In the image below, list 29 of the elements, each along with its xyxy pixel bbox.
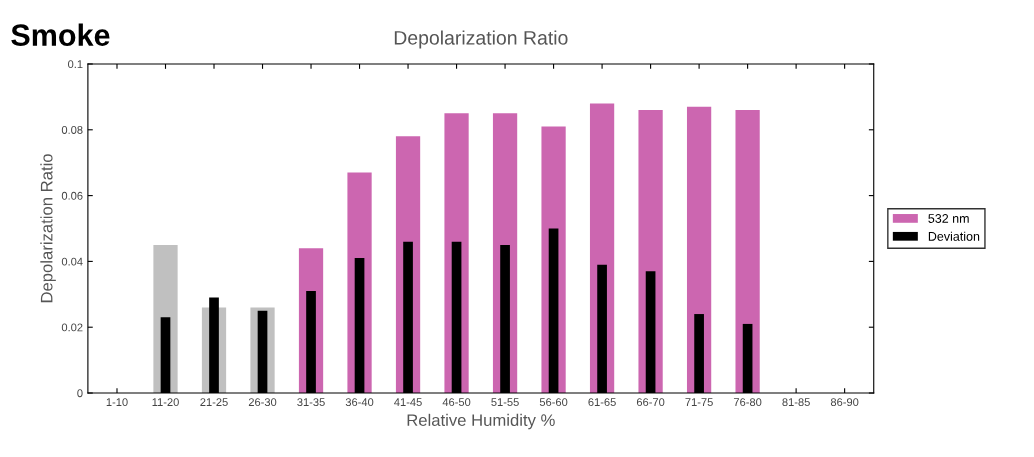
x-tick-label: 31-35 xyxy=(297,398,325,407)
x-tick-label: 11-20 xyxy=(152,398,179,407)
x-tick-label: 81-85 xyxy=(782,398,810,407)
bar xyxy=(735,110,760,394)
x-tick-label: 1-10 xyxy=(106,398,128,407)
x-tick-label: 36-40 xyxy=(345,398,374,407)
x-tick-label: 41-45 xyxy=(394,398,422,407)
y-tick-label: 0.04 xyxy=(61,257,83,266)
y-axis-title: Depolarization Ratio xyxy=(40,154,56,303)
x-tick-label: 71-75 xyxy=(685,398,713,407)
y-tick-label: 0.06 xyxy=(61,191,83,200)
x-tick-label: 46-50 xyxy=(442,398,471,407)
y-tick-label: 0 xyxy=(77,389,83,398)
x-tick-label: 26-30 xyxy=(248,398,277,407)
legend-label: 532 nm xyxy=(928,214,969,223)
chart-title: Depolarization Ratio xyxy=(394,30,568,49)
y-tick-label: 0.1 xyxy=(68,60,83,69)
x-tick-label: 61-65 xyxy=(588,398,616,407)
x-tick-label: 76-80 xyxy=(733,398,762,407)
x-tick-label: 56-60 xyxy=(539,398,568,407)
x-tick-label: 51-55 xyxy=(491,398,519,407)
x-tick-label: 66-70 xyxy=(636,398,665,407)
text: Smoke xyxy=(11,23,110,46)
y-tick-label: 0.02 xyxy=(61,323,83,332)
y-tick-label: 0.08 xyxy=(61,126,83,134)
legend-label: Deviation xyxy=(928,231,980,241)
x-tick-label: 21-25 xyxy=(200,398,228,407)
x-axis-title: Relative Humidity % xyxy=(407,413,555,430)
x-tick-label: 86-90 xyxy=(830,398,859,407)
